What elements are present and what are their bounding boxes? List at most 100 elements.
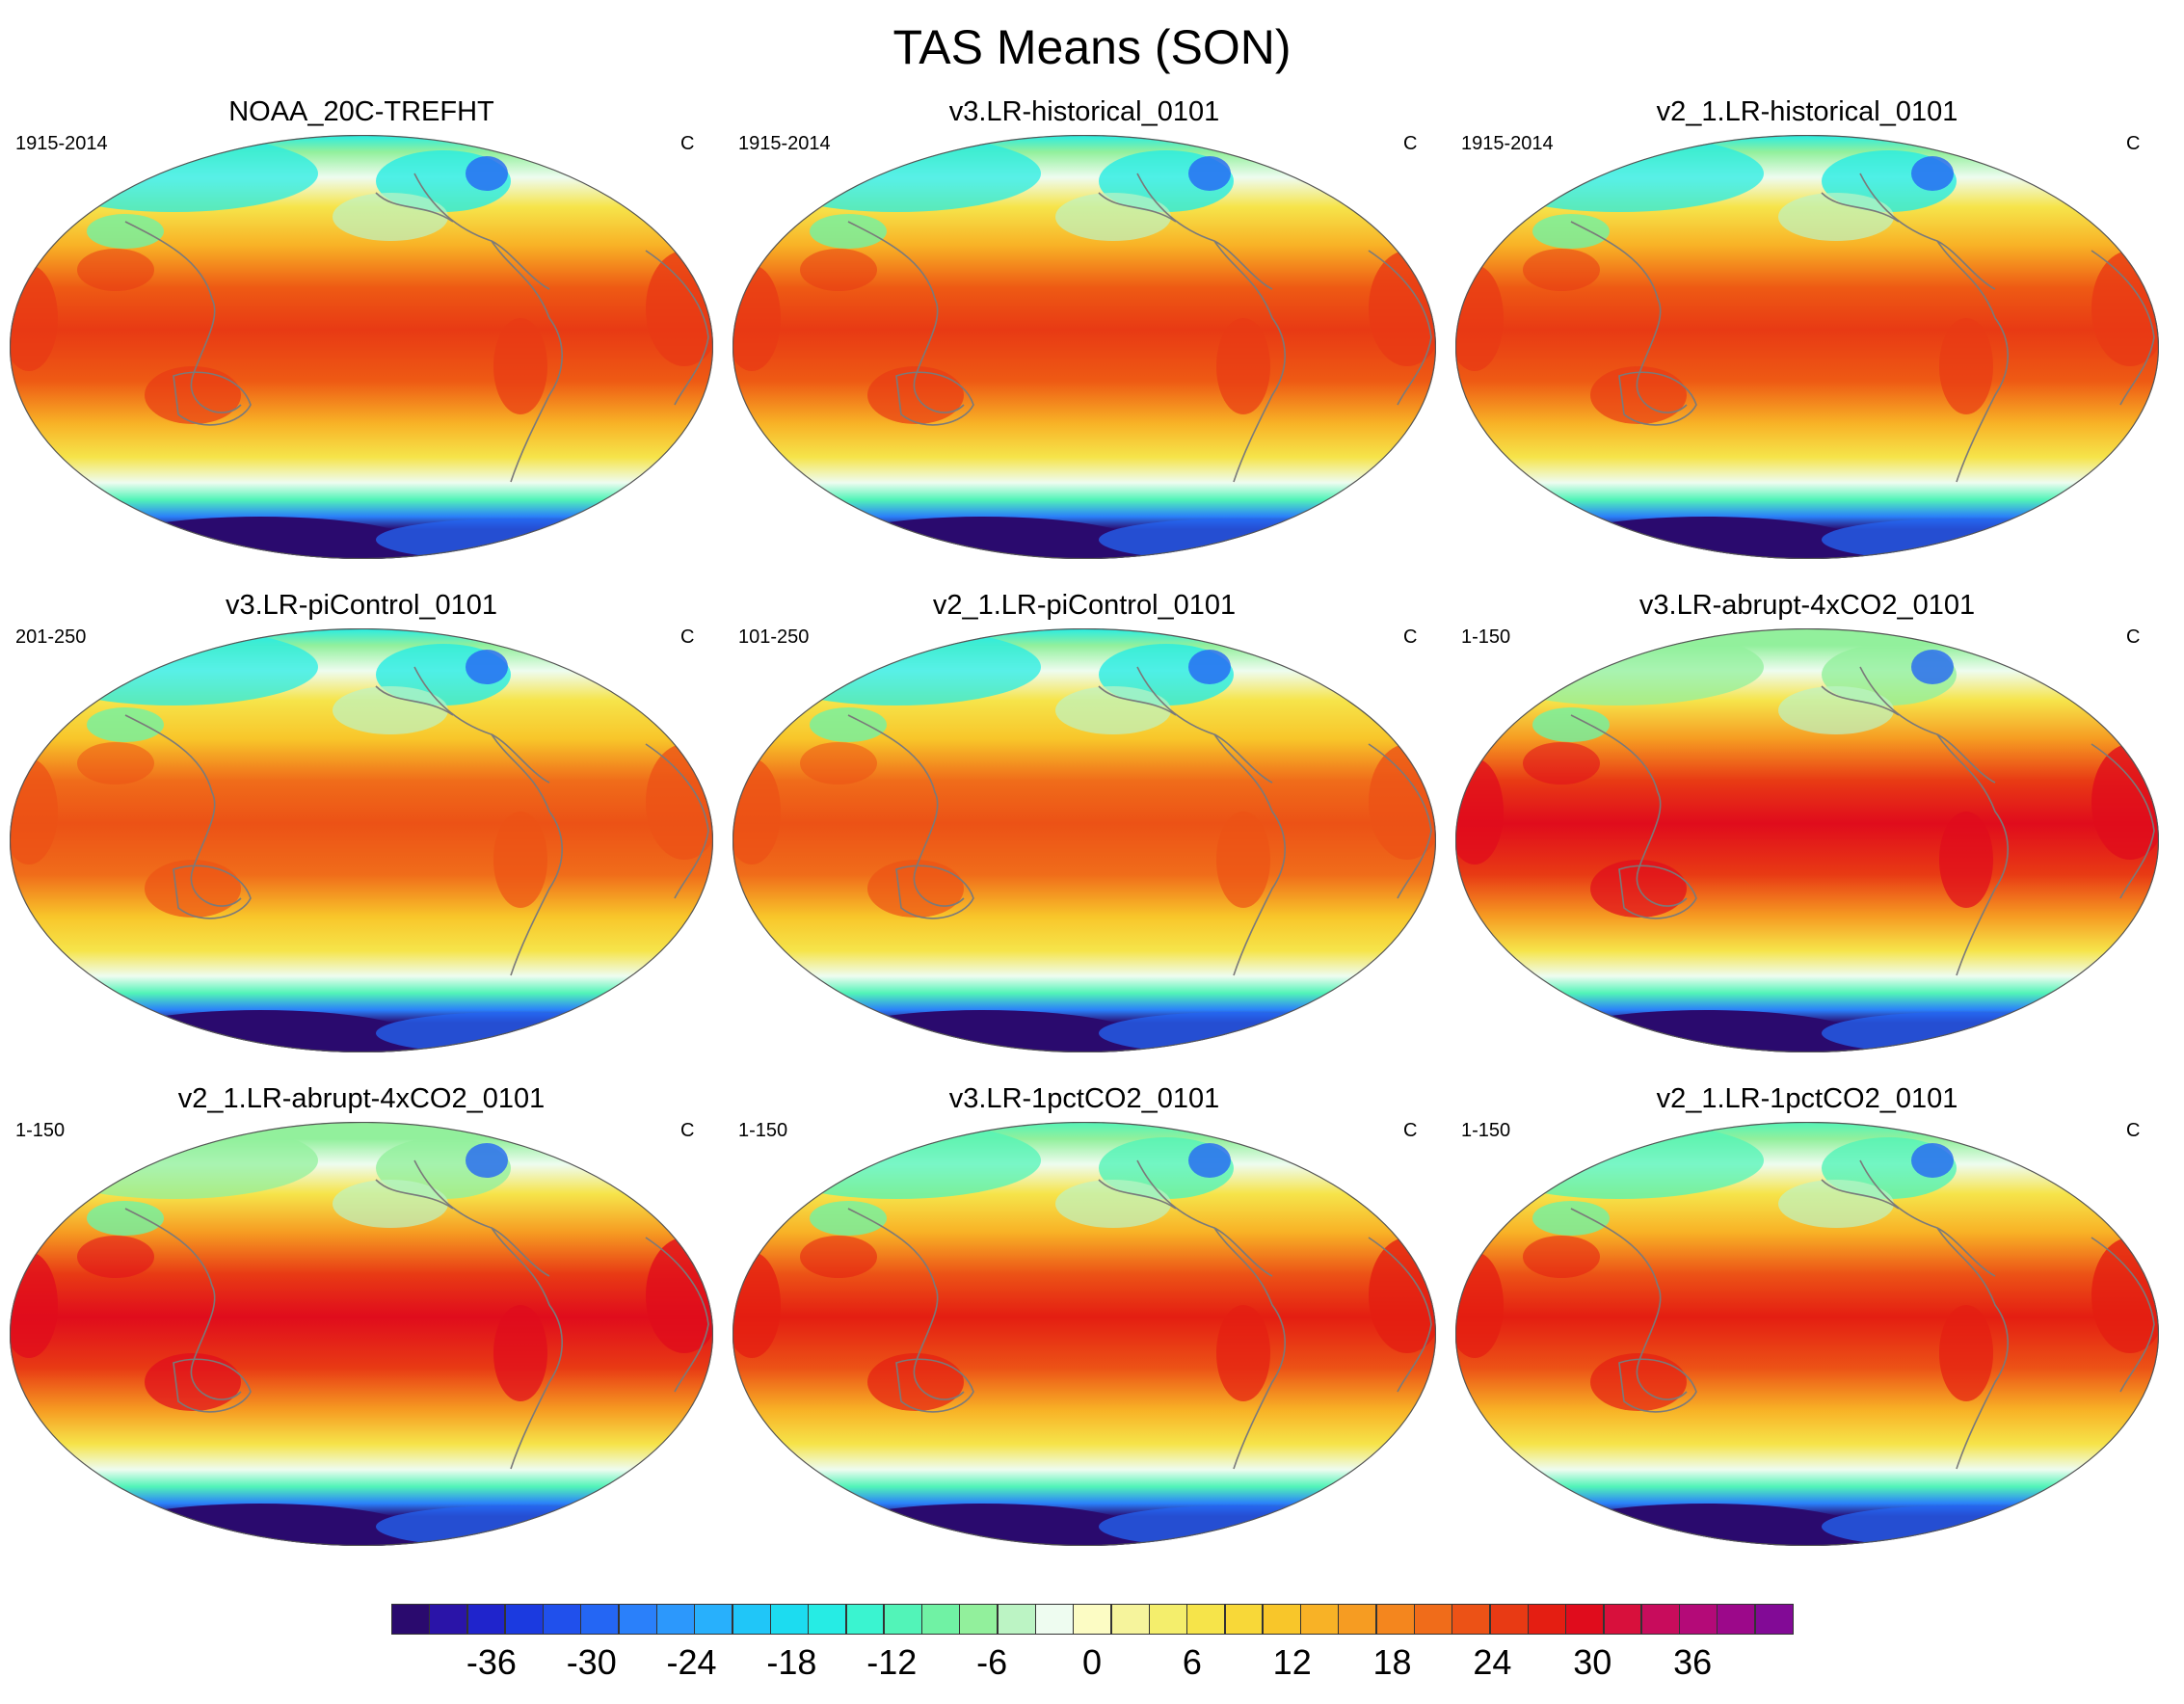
colorbar-tick-label: 12 — [1272, 1642, 1312, 1682]
map-frame — [732, 627, 1437, 1057]
panel-year-range: 1-150 — [738, 1120, 788, 1141]
map-panel: v2_1.LR-1pctCO2_0101 1-150 C — [1446, 1083, 2169, 1575]
colorbar-tick-label: 0 — [1081, 1642, 1103, 1682]
map-frame — [732, 1121, 1437, 1551]
colorbar-swatch — [921, 1604, 961, 1635]
colorbar-swatch — [504, 1604, 544, 1635]
map-panel: v3.LR-piControl_0101 201-250 C — [0, 590, 723, 1081]
colorbar-swatch — [1640, 1604, 1680, 1635]
panel-year-range: 1-150 — [1461, 1120, 1511, 1141]
colorbar-swatch — [883, 1604, 922, 1635]
panel-title: v2_1.LR-piControl_0101 — [932, 590, 1237, 621]
colorbar-tick-label: -6 — [976, 1642, 1008, 1682]
colorbar-labels: -36 -30 -24 -18 -12 -6 0 6 12 18 24 30 36 — [391, 1642, 1793, 1682]
panel-year-range: 1-150 — [1461, 626, 1511, 648]
colorbar-swatch — [1717, 1604, 1756, 1635]
temperature-map — [1454, 627, 2160, 1053]
colorbar-swatch — [845, 1604, 885, 1635]
panel-year-range: 1915-2014 — [738, 133, 831, 154]
panel-year-range: 201-250 — [15, 626, 87, 648]
colorbar-swatch — [1603, 1604, 1642, 1635]
temperature-map — [9, 1121, 714, 1547]
map-panel: v3.LR-historical_0101 1915-2014 C — [723, 96, 1446, 588]
colorbar-tick-label: 6 — [1182, 1642, 1202, 1682]
colorbar-swatch — [580, 1604, 620, 1635]
panel-units: C — [2126, 133, 2141, 154]
colorbar-swatch — [1754, 1604, 1794, 1635]
panel-title: v3.LR-piControl_0101 — [225, 590, 498, 621]
map-panel: NOAA_20C-TREFHT 1915-2014 C — [0, 96, 723, 588]
panel-title: v2_1.LR-1pctCO2_0101 — [1656, 1083, 1958, 1114]
panel-title: v2_1.LR-abrupt-4xCO2_0101 — [177, 1083, 546, 1114]
colorbar-tick-label: -36 — [466, 1642, 517, 1682]
colorbar-swatch — [391, 1604, 430, 1635]
colorbar-swatch — [1262, 1604, 1301, 1635]
map-frame — [9, 134, 714, 564]
map-panel: v2_1.LR-abrupt-4xCO2_0101 1-150 C — [0, 1083, 723, 1575]
panel-title: NOAA_20C-TREFHT — [228, 96, 494, 127]
map-frame — [9, 627, 714, 1057]
colorbar-swatch — [694, 1604, 733, 1635]
colorbar-swatch — [769, 1604, 809, 1635]
map-frame — [1454, 134, 2160, 564]
panel-year-range: 1915-2014 — [1461, 133, 1554, 154]
colorbar-swatch — [1300, 1604, 1340, 1635]
panel-units: C — [2126, 626, 2141, 648]
temperature-map — [732, 627, 1437, 1053]
panel-title: v3.LR-1pctCO2_0101 — [948, 1083, 1220, 1114]
panel-year-range: 1915-2014 — [15, 133, 108, 154]
temperature-map — [9, 134, 714, 560]
colorbar-swatch — [1565, 1604, 1605, 1635]
map-panel: v3.LR-abrupt-4xCO2_0101 1-150 C — [1446, 590, 2169, 1081]
panel-year-range: 1-150 — [15, 1120, 66, 1141]
colorbar-swatch — [429, 1604, 468, 1635]
panel-units: C — [2126, 1120, 2141, 1141]
temperature-map — [1454, 134, 2160, 560]
map-frame — [1454, 1121, 2160, 1551]
panel-units: C — [1403, 626, 1418, 648]
panel-units: C — [1403, 1120, 1418, 1141]
temperature-map — [732, 134, 1437, 560]
map-panel: v2_1.LR-piControl_0101 101-250 C — [723, 590, 1446, 1081]
colorbar-swatch — [1679, 1604, 1718, 1635]
panel-title: v3.LR-abrupt-4xCO2_0101 — [1638, 590, 1976, 621]
temperature-map — [1454, 1121, 2160, 1547]
colorbar-tick-label: 36 — [1673, 1642, 1713, 1682]
map-panel: v2_1.LR-historical_0101 1915-2014 C — [1446, 96, 2169, 588]
colorbar-tick-label: 30 — [1573, 1642, 1612, 1682]
panel-units: C — [680, 1120, 695, 1141]
colorbar-swatch — [1338, 1604, 1377, 1635]
colorbar-swatch — [732, 1604, 771, 1635]
colorbar-tick-label: -12 — [866, 1642, 918, 1682]
map-panel: v3.LR-1pctCO2_0101 1-150 C — [723, 1083, 1446, 1575]
panel-units: C — [680, 626, 695, 648]
temperature-map — [732, 1121, 1437, 1547]
colorbar-swatch — [1110, 1604, 1150, 1635]
colorbar-swatch — [1186, 1604, 1226, 1635]
temperature-map — [9, 627, 714, 1053]
panel-units: C — [1403, 133, 1418, 154]
colorbar-swatch — [466, 1604, 506, 1635]
colorbar-swatch — [1073, 1604, 1112, 1635]
panel-year-range: 101-250 — [738, 626, 810, 648]
colorbar-tick-label: 24 — [1473, 1642, 1512, 1682]
colorbar-tick-label: -18 — [766, 1642, 817, 1682]
colorbar-swatch — [997, 1604, 1036, 1635]
colorbar-swatch — [1452, 1604, 1491, 1635]
colorbar-swatch — [1148, 1604, 1187, 1635]
colorbar-swatch — [1224, 1604, 1264, 1635]
map-frame — [732, 134, 1437, 564]
colorbar-swatch — [1375, 1604, 1415, 1635]
colorbar-tick-label: -24 — [666, 1642, 717, 1682]
colorbar-swatch — [618, 1604, 657, 1635]
panel-title: v3.LR-historical_0101 — [948, 96, 1220, 127]
panel-title: v2_1.LR-historical_0101 — [1656, 96, 1958, 127]
colorbar-swatch — [1489, 1604, 1529, 1635]
colorbar-swatch — [1035, 1604, 1074, 1635]
map-frame — [1454, 627, 2160, 1057]
colorbar-swatch — [1527, 1604, 1566, 1635]
colorbar-swatch — [543, 1604, 582, 1635]
colorbar-tick-label: -30 — [566, 1642, 617, 1682]
colorbar-tick-label: 18 — [1372, 1642, 1412, 1682]
colorbar-swatch — [959, 1604, 999, 1635]
